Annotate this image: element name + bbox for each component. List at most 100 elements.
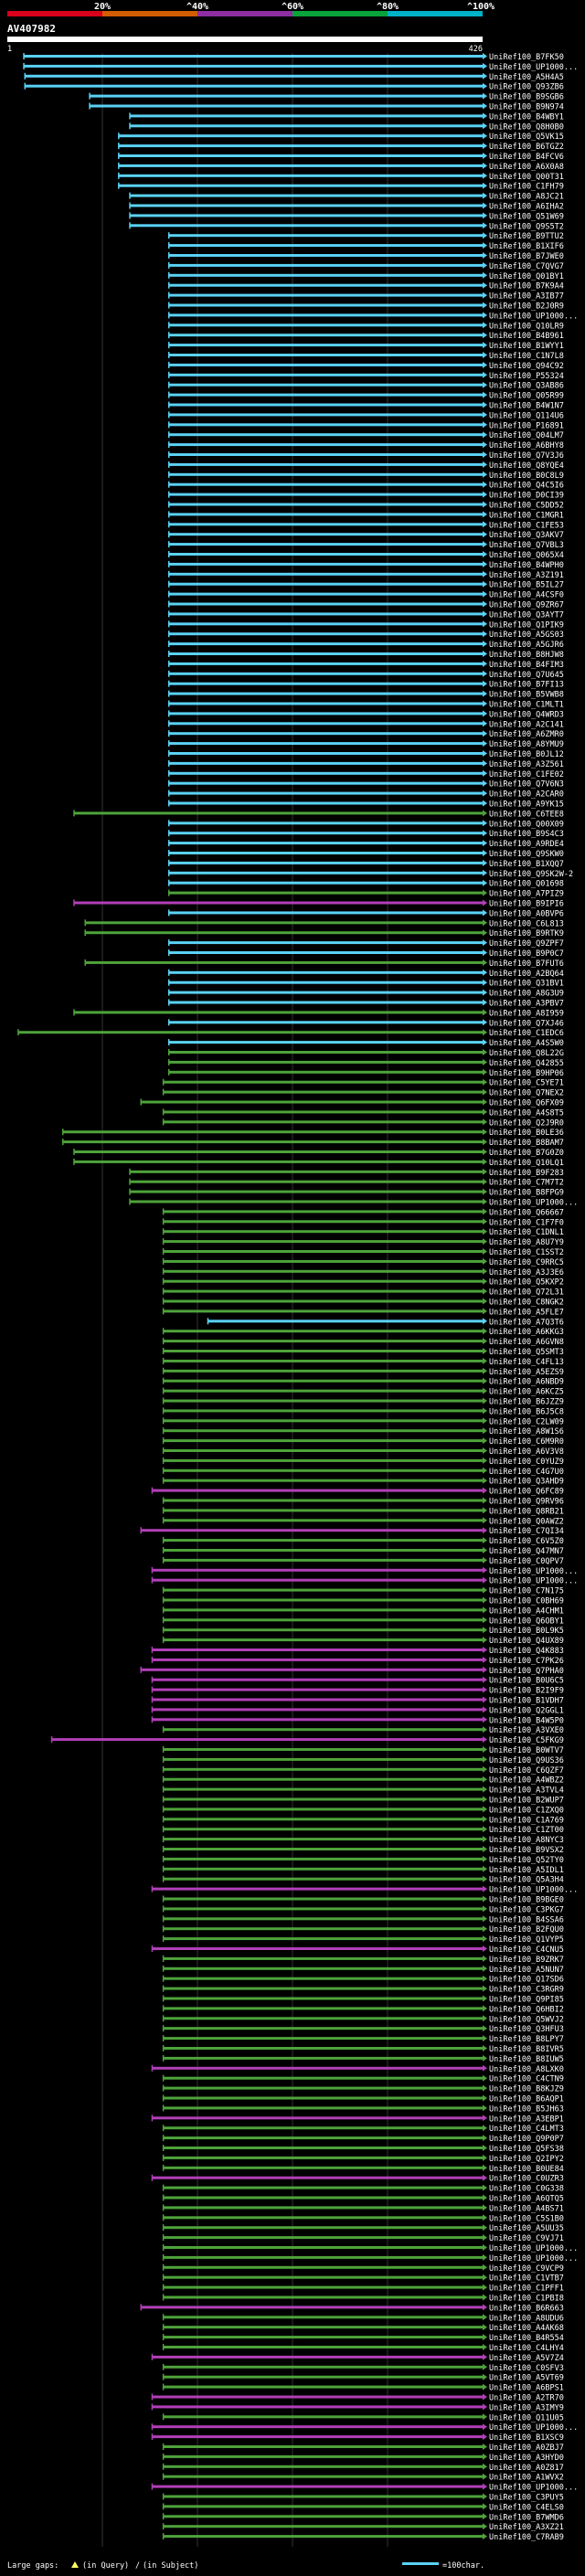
hit-row[interactable]: UniRef100_Q04LM7 (167, 431, 564, 440)
hit-label[interactable]: UniRef100_A5FLE7 (489, 1308, 564, 1317)
hit-bar[interactable] (163, 2505, 483, 2508)
hit-label[interactable]: UniRef100_Q00T31 (489, 173, 564, 182)
hit-label[interactable]: UniRef100_C1PBI8 (489, 2295, 564, 2304)
hit-bar[interactable] (85, 960, 483, 964)
hit-row[interactable]: UniRef100_B2J0R9 (167, 302, 564, 312)
hit-label[interactable]: UniRef100_Q7PHA0 (489, 1667, 564, 1676)
hit-label[interactable]: UniRef100_B2FQU0 (489, 1925, 564, 1935)
hit-bar[interactable] (152, 1678, 484, 1681)
hit-label[interactable]: UniRef100_C0YUZ9 (489, 1458, 564, 1467)
hit-bar[interactable] (152, 1578, 484, 1582)
hit-label[interactable]: UniRef100_Q0AWZ2 (489, 1517, 564, 1526)
hit-label[interactable]: UniRef100_B0C8L9 (489, 472, 564, 481)
hit-bar[interactable] (168, 393, 483, 397)
hit-label[interactable]: UniRef100_Q7U645 (489, 671, 564, 680)
hit-bar[interactable] (130, 1170, 484, 1173)
hit-bar[interactable] (163, 2275, 483, 2279)
hit-label[interactable]: UniRef100_Q5WVJ2 (489, 2015, 564, 2024)
hit-bar[interactable] (163, 1638, 483, 1642)
hit-row[interactable]: UniRef100_A5GS03 (167, 631, 564, 640)
hit-row[interactable]: UniRef100_Q9ZPF7 (167, 939, 564, 949)
hit-label[interactable]: UniRef100_A6GVN8 (489, 1338, 564, 1347)
hit-bar[interactable] (163, 2037, 483, 2041)
hit-bar[interactable] (168, 244, 483, 248)
hit-label[interactable]: UniRef100_B9HP06 (489, 1069, 564, 1078)
hit-row[interactable]: UniRef100_C9VCP9 (162, 2263, 564, 2274)
hit-row[interactable]: UniRef100_A6BHY8 (167, 441, 564, 451)
hit-row[interactable]: UniRef100_B7FK50 (23, 53, 564, 62)
hit-row[interactable]: UniRef100_A4BS71 (162, 2204, 564, 2213)
hit-row[interactable]: UniRef100_Q0AWZ2 (162, 1517, 564, 1526)
hit-label[interactable]: UniRef100_B2WUP7 (489, 1797, 564, 1806)
hit-label[interactable]: UniRef100_C4ELS0 (489, 2503, 564, 2512)
hit-label[interactable]: UniRef100_A2TR70 (489, 2394, 564, 2403)
hit-label[interactable]: UniRef100_A4BS71 (489, 2204, 564, 2213)
hit-bar[interactable] (163, 1499, 483, 1502)
hit-bar[interactable] (163, 1340, 483, 1343)
hit-label[interactable]: UniRef100_B4WBY1 (489, 112, 564, 122)
hit-bar[interactable] (163, 1997, 483, 2000)
hit-row[interactable]: UniRef100_Q9PI85 (162, 1995, 564, 2005)
hit-label[interactable]: UniRef100_C9RRC5 (489, 1258, 564, 1267)
hit-row[interactable]: UniRef100_A4S8T5 (162, 1108, 564, 1118)
hit-bar[interactable] (168, 373, 483, 376)
hit-row[interactable]: UniRef100_A9RDE4 (167, 840, 564, 849)
hit-bar[interactable] (168, 881, 483, 885)
hit-bar[interactable] (163, 1350, 483, 1352)
hit-bar[interactable] (163, 2336, 483, 2339)
hit-bar[interactable] (163, 1917, 483, 1921)
hit-row[interactable]: UniRef100_B7K9A4 (167, 281, 564, 292)
hit-bar[interactable] (163, 2475, 483, 2478)
hit-bar[interactable] (163, 1867, 483, 1871)
hit-label[interactable]: UniRef100_Q114U6 (489, 411, 564, 420)
hit-bar[interactable] (24, 64, 484, 68)
hit-label[interactable]: UniRef100_Q9P0P7 (489, 2135, 564, 2144)
hit-label[interactable]: UniRef100_A6QTQ5 (489, 2195, 564, 2204)
hit-label[interactable]: UniRef100_Q47MN7 (489, 1547, 564, 1556)
hit-bar[interactable] (163, 1479, 483, 1482)
hit-bar[interactable] (168, 572, 483, 576)
hit-label[interactable]: UniRef100_C0G338 (489, 2185, 564, 2194)
hit-bar[interactable] (163, 1369, 483, 1373)
hit-row[interactable]: UniRef100_B4B961 (167, 332, 564, 341)
hit-row[interactable]: UniRef100_B5VWB8 (167, 690, 564, 700)
hit-bar[interactable] (152, 2405, 484, 2409)
hit-bar[interactable] (163, 1807, 483, 1811)
hit-row[interactable]: UniRef100_D0CI39 (167, 491, 564, 501)
hit-label[interactable]: UniRef100_B9IPI6 (489, 900, 564, 909)
hit-row[interactable]: UniRef100_A7PIZ9 (167, 889, 564, 899)
hit-row[interactable]: UniRef100_C0UZR3 (151, 2174, 564, 2184)
hit-row[interactable]: UniRef100_B4FIM3 (167, 660, 564, 670)
hit-label[interactable]: UniRef100_A3PBV7 (489, 1000, 564, 1009)
hit-bar[interactable] (152, 1947, 484, 1950)
hit-row[interactable]: UniRef100_A6X0A8 (118, 162, 564, 172)
hit-label[interactable]: UniRef100_UP1000... (489, 63, 578, 72)
hit-row[interactable]: UniRef100_B4SSA6 (162, 1915, 564, 1924)
hit-bar[interactable] (74, 1150, 483, 1153)
hit-label[interactable]: UniRef100_A8G3U9 (489, 990, 564, 999)
hit-row[interactable]: UniRef100_A5VT69 (162, 2373, 564, 2383)
hit-label[interactable]: UniRef100_B5JH63 (489, 2104, 564, 2114)
hit-label[interactable]: UniRef100_Q5A3H4 (489, 1876, 564, 1885)
hit-label[interactable]: UniRef100_B1XIF6 (489, 242, 564, 251)
hit-row[interactable]: UniRef100_Q6HBI2 (162, 2005, 564, 2014)
hit-label[interactable]: UniRef100_UP1000... (489, 2254, 578, 2263)
hit-label[interactable]: UniRef100_Q3AB86 (489, 382, 564, 391)
hit-label[interactable]: UniRef100_C7QVG7 (489, 262, 564, 271)
hit-row[interactable]: UniRef100_Q47MN7 (162, 1547, 564, 1556)
hit-label[interactable]: UniRef100_A3Z191 (489, 571, 564, 580)
hit-label[interactable]: UniRef100_A2CAR0 (489, 790, 564, 800)
hit-label[interactable]: UniRef100_C1PFF1 (489, 2284, 564, 2294)
hit-row[interactable]: UniRef100_Q4WRD3 (167, 710, 564, 719)
hit-row[interactable]: UniRef100_A6KKG3 (162, 1328, 564, 1337)
hit-bar[interactable] (163, 2136, 483, 2140)
hit-label[interactable]: UniRef100_D0CI39 (489, 492, 564, 501)
hit-row[interactable]: UniRef100_C4FL13 (162, 1357, 564, 1367)
hit-bar[interactable] (168, 682, 483, 685)
hit-label[interactable]: UniRef100_B9SGB6 (489, 93, 564, 102)
hit-row[interactable]: UniRef100_B0JL12 (167, 750, 564, 759)
hit-row[interactable]: UniRef100_Q3AB86 (167, 381, 564, 391)
hit-row[interactable]: UniRef100_C6TEE8 (73, 810, 564, 819)
hit-label[interactable]: UniRef100_A6X0A8 (489, 163, 564, 172)
hit-row[interactable]: UniRef100_Q10LQ1 (73, 1158, 564, 1168)
